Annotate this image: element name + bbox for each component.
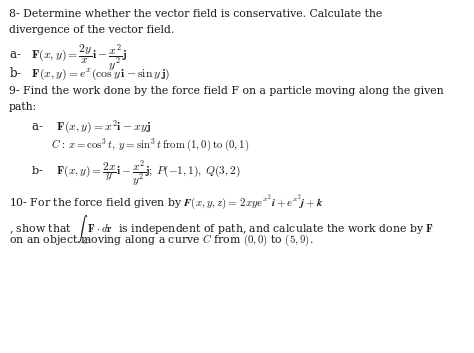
Text: on an object moving along a curve $C$ from $(0, 0)$ to $(5, 9)$.: on an object moving along a curve $C$ fr…	[9, 233, 313, 248]
Text: a-    $\mathbf{F}(x, y) = x^2\mathbf{i} - xy\mathbf{j}$: a- $\mathbf{F}(x, y) = x^2\mathbf{i} - x…	[31, 119, 151, 136]
Text: 9- Find the work done by the force field F on a particle moving along the given: 9- Find the work done by the force field…	[9, 86, 443, 96]
Text: , show that  $\int_C \mathbf{F} \cdot d\mathbf{r}$  is independent of path, and : , show that $\int_C \mathbf{F} \cdot d\m…	[9, 214, 433, 247]
Text: b-   $\mathbf{F}(x, y) = e^x(\mathrm{cos}\,y\,\mathbf{i} - \mathrm{sin}\,y\,\mat: b- $\mathbf{F}(x, y) = e^x(\mathrm{cos}\…	[9, 65, 170, 82]
Text: 8- Determine whether the vector field is conservative. Calculate the: 8- Determine whether the vector field is…	[9, 9, 382, 19]
Text: b-    $\mathbf{F}(x, y) = \dfrac{2x}{y}\mathbf{i} - \dfrac{x^2}{y^2}\mathbf{j};\: b- $\mathbf{F}(x, y) = \dfrac{2x}{y}\mat…	[31, 159, 240, 189]
Text: a-   $\mathbf{F}(x, y) = \dfrac{2y}{x}\mathbf{i} - \dfrac{x^2}{y^2}\mathbf{j}$: a- $\mathbf{F}(x, y) = \dfrac{2y}{x}\mat…	[9, 42, 127, 73]
Text: $C:\: x = \cos^3 t,\: y = \sin^3 t\: \mathrm{from}\: (1, 0)\: \mathrm{to}\: (0, : $C:\: x = \cos^3 t,\: y = \sin^3 t\: \ma…	[31, 136, 249, 153]
Text: divergence of the vector field.: divergence of the vector field.	[9, 25, 174, 35]
Text: path:: path:	[9, 102, 37, 112]
Text: 10- For the force field given by $\boldsymbol{F}(x, y, z) = \: 2xye^{x^2}\boldsy: 10- For the force field given by $\bolds…	[9, 192, 323, 212]
